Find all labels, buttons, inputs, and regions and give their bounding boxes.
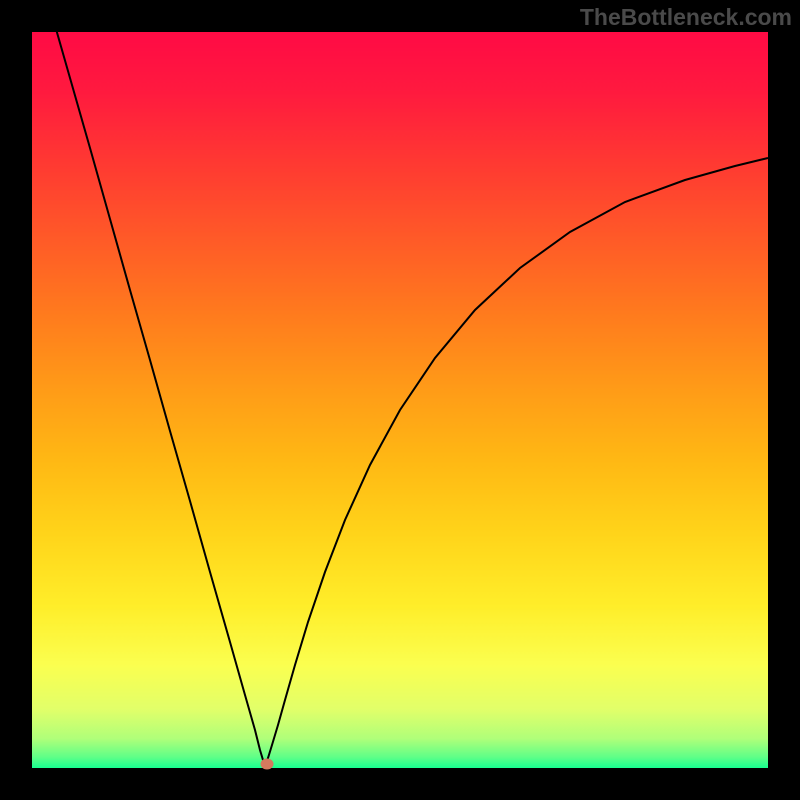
minimum-marker [261,759,274,770]
gradient-background [32,32,768,768]
chart-container: TheBottleneck.com [0,0,800,800]
watermark-text: TheBottleneck.com [580,4,792,31]
